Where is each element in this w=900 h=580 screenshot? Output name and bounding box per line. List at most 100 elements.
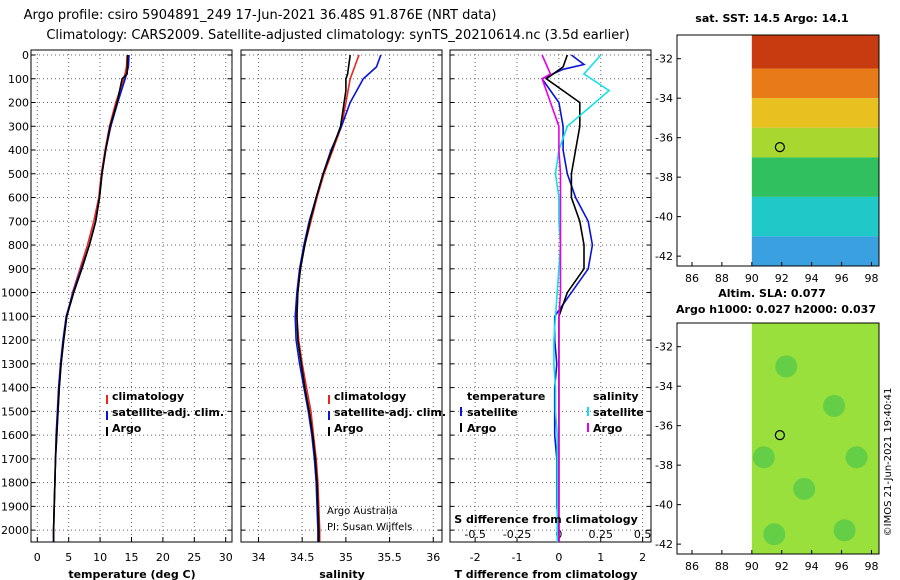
depth-tick-label: 1700: [1, 453, 29, 466]
header-line1: Argo profile: csiro 5904891_249 17-Jun-2…: [24, 8, 497, 23]
map-x-tick-label: 88: [715, 560, 729, 573]
depth-tick-label: 200: [8, 97, 29, 110]
temperature-x-tick-label: 10: [93, 551, 107, 564]
depth-tick-label: 1300: [1, 358, 29, 371]
s-diff-x-tick-label: 0.5: [634, 528, 652, 541]
salinity-legend: climatology satellite-adj. clim. Argo: [328, 390, 446, 436]
map-color-band: [751, 157, 879, 197]
sla-map: 86 88 90 92 94 96 98 -32 -34 -36 -38 -40 -42: [655, 322, 880, 573]
legend-temperature-title: temperature: [467, 390, 545, 403]
s-diff-x-tick-label: -0.5: [464, 528, 485, 541]
sla-map-title: Altim. SLA: 0.077: [718, 287, 825, 300]
sst-map: 86 88 90 92 94 96 98 -32 -34 -36 -38 -40 -42: [655, 34, 880, 285]
temperature-argo-line: [52, 54, 129, 542]
credit-pi: PI: Susan Wijffels: [327, 522, 412, 533]
legend-satellite: satellite-adj. clim.: [112, 406, 224, 419]
difference-legend: temperature satellite Argo salinity sate…: [460, 390, 644, 435]
temperature-panel: [30, 49, 233, 543]
s-difference-xlabel: S difference from climatology: [454, 513, 638, 526]
s-satellite-diff-line: [553, 54, 611, 542]
sla-map-subtitle: Argo h1000: 0.027 h2000: 0.037: [676, 303, 876, 316]
map-y-tick-label: -36: [655, 420, 673, 433]
map-y-tick-label: -32: [655, 53, 673, 66]
map-x-tick-label: 90: [745, 560, 759, 573]
legend-salinity-title: salinity: [593, 390, 639, 403]
map-y-tick-label: -40: [655, 499, 673, 512]
sla-anomaly-blob: [833, 519, 856, 542]
t-diff-x-tick-label: -2: [470, 551, 481, 564]
legend-satellite: satellite-adj. clim.: [334, 406, 446, 419]
map-color-band: [751, 196, 879, 237]
sla-anomaly-blob: [775, 355, 798, 378]
map-x-tick-label: 92: [775, 272, 789, 285]
legend-t-satellite: satellite: [467, 406, 518, 419]
map-y-tick-label: -34: [655, 92, 673, 105]
difference-panel: [449, 49, 652, 543]
temperature-xlabel: temperature (deg C): [68, 568, 195, 580]
t-diff-x-tick-label: 1: [597, 551, 604, 564]
temperature-x-tick-label: 0: [34, 551, 41, 564]
temperature-x-tick-label: 5: [65, 551, 72, 564]
map-border: [676, 322, 880, 555]
map-border: [676, 34, 880, 267]
salinity-x-tick-label: 35: [339, 551, 353, 564]
map-x-tick-label: 90: [745, 272, 759, 285]
map-y-tick-label: -38: [655, 171, 673, 184]
map-color-band: [751, 98, 879, 128]
map-x-tick-label: 98: [865, 272, 879, 285]
salinity-x-tick-label: 35.5: [377, 551, 402, 564]
legend-s-satellite: satellite: [593, 406, 644, 419]
temperature-legend: climatology satellite-adj. clim. Argo: [106, 390, 224, 436]
map-x-tick-label: 98: [865, 560, 879, 573]
temperature-x-tick-label: 15: [125, 551, 139, 564]
depth-tick-label: 0: [22, 49, 29, 62]
legend-climatology: climatology: [112, 390, 184, 403]
depth-tick-label: 1600: [1, 429, 29, 442]
legend-t-argo: Argo: [467, 422, 497, 435]
credit-imos: ©IMOS 21-Jun-2021 19:40:41: [883, 388, 894, 537]
salinity-x-tick-label: 34: [251, 551, 265, 564]
map-x-tick-label: 86: [685, 560, 699, 573]
depth-tick-label: 600: [8, 192, 29, 205]
map-y-tick-label: -36: [655, 132, 673, 145]
map-color-band: [751, 68, 879, 99]
depth-tick-label: 500: [8, 168, 29, 181]
depth-tick-label: 900: [8, 263, 29, 276]
depth-tick-label: 800: [8, 239, 29, 252]
map-y-tick-label: -40: [655, 211, 673, 224]
depth-tick-label: 100: [8, 73, 29, 86]
map-color-band: [751, 35, 879, 69]
map-x-tick-label: 96: [835, 560, 849, 573]
temperature-x-tick-label: 20: [156, 551, 170, 564]
map-x-tick-label: 94: [805, 272, 819, 285]
t-diff-x-tick-label: 2: [639, 551, 646, 564]
salinity-x-tick-label: 34.5: [290, 551, 315, 564]
t-difference-xlabel: T difference from climatology: [454, 568, 637, 580]
depth-tick-label: 1100: [1, 310, 29, 323]
legend-argo: Argo: [112, 422, 142, 435]
map-color-band: [751, 236, 879, 266]
sla-anomaly-blob: [845, 446, 868, 469]
map-x-tick-label: 86: [685, 272, 699, 285]
map-x-tick-label: 92: [775, 560, 789, 573]
depth-tick-label: 1000: [1, 287, 29, 300]
depth-tick-label: 2000: [1, 524, 29, 537]
salinity-xlabel: salinity: [319, 568, 365, 580]
t-diff-x-tick-label: 0: [555, 551, 562, 564]
sst-map-title: sat. SST: 14.5 Argo: 14.1: [695, 12, 848, 25]
s-diff-x-tick-label: 0.25: [589, 528, 614, 541]
legend-climatology: climatology: [334, 390, 406, 403]
legend-argo: Argo: [334, 422, 364, 435]
argo-position-marker: [774, 142, 785, 153]
depth-tick-label: 1400: [1, 382, 29, 395]
depth-tick-label: 1500: [1, 405, 29, 418]
map-y-tick-label: -42: [655, 250, 673, 263]
sla-anomaly-blob: [752, 446, 775, 469]
salinity-x-tick-label: 36: [426, 551, 440, 564]
temperature-x-tick-label: 25: [187, 551, 201, 564]
depth-tick-label: 1800: [1, 477, 29, 490]
legend-s-argo: Argo: [593, 422, 623, 435]
temperature-x-tick-label: 30: [219, 551, 233, 564]
salinity-argo-line: [296, 54, 351, 542]
